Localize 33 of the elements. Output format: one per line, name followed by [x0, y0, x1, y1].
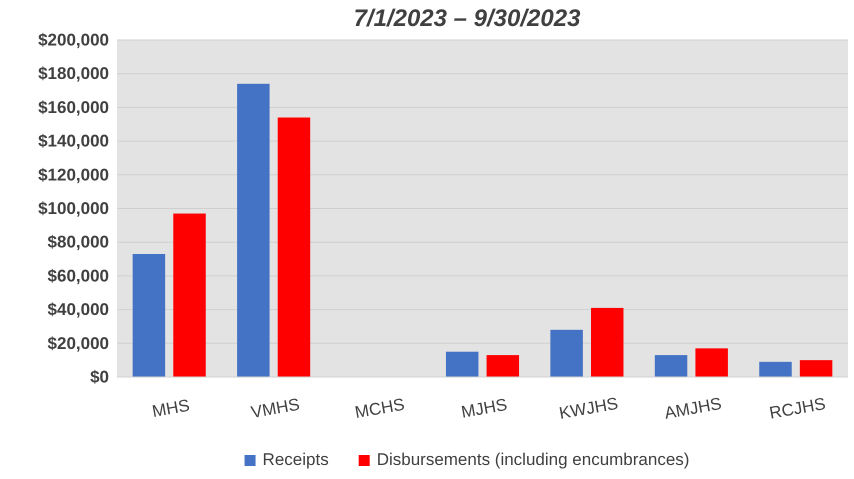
bar — [759, 362, 792, 377]
x-tick-label: VMHS — [249, 394, 302, 422]
bar — [173, 214, 206, 377]
x-tick-label: RCJHS — [768, 394, 828, 423]
y-tick-label: $60,000 — [48, 266, 109, 286]
y-tick-label: $100,000 — [38, 198, 109, 218]
y-tick-label: $200,000 — [38, 30, 109, 50]
y-tick-label: $0 — [90, 367, 109, 386]
chart-title: 7/1/2023 – 9/30/2023 — [354, 5, 582, 32]
bar — [800, 360, 832, 377]
bar — [446, 352, 478, 377]
x-tick-label: KWJHS — [558, 394, 620, 423]
bar — [590, 308, 624, 377]
bar — [486, 355, 520, 377]
x-tick-label: AMJHS — [662, 394, 724, 423]
bar — [237, 84, 270, 377]
y-tick-label: $80,000 — [48, 232, 109, 252]
x-tick-label: MJHS — [460, 395, 509, 422]
y-tick-label: $180,000 — [38, 64, 109, 84]
y-tick-label: $160,000 — [38, 98, 109, 117]
bar — [278, 118, 310, 377]
x-tick-label: MHS — [150, 396, 192, 422]
legend-label: Receipts — [262, 450, 329, 469]
bar — [654, 355, 688, 377]
y-tick-label: $20,000 — [48, 334, 109, 353]
y-tick-label: $120,000 — [38, 165, 109, 184]
bar — [550, 330, 583, 377]
y-tick-label: $40,000 — [48, 300, 109, 320]
bar — [132, 254, 166, 377]
x-tick-label: MCHS — [353, 394, 406, 422]
legend-label: Disbursements (including encumbrances) — [376, 450, 690, 469]
y-tick-label: $140,000 — [38, 132, 109, 151]
bar — [695, 348, 728, 377]
